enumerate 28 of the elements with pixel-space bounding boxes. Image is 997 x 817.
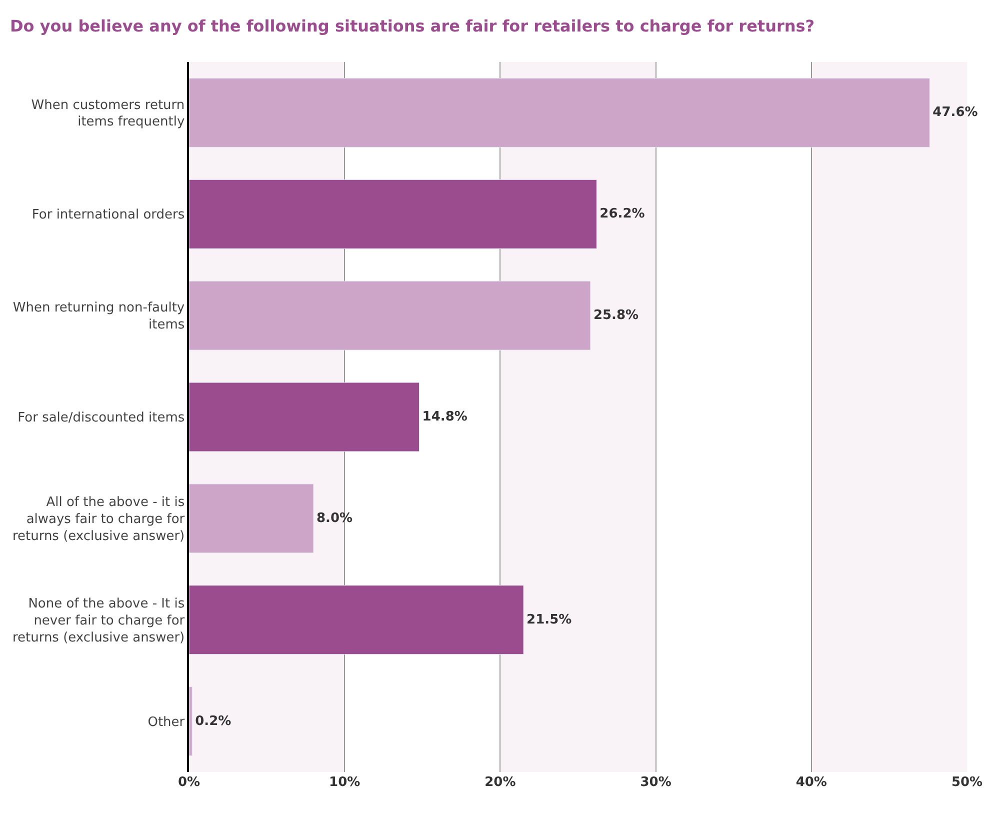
bar — [189, 484, 314, 554]
bar — [189, 686, 192, 756]
bar — [189, 280, 591, 350]
data-label: 0.2% — [195, 714, 232, 729]
bar — [189, 585, 524, 655]
y-tick-label: When returning non-faulty items — [12, 300, 185, 333]
x-tick-label: 10% — [329, 775, 360, 790]
chart-title: Do you believe any of the following situations are fair for retailers to charge for returns? — [10, 16, 815, 36]
data-label: 25.8% — [593, 308, 639, 324]
y-tick-label: For sale/discounted items — [18, 410, 185, 426]
data-label: 21.5% — [526, 612, 572, 628]
bar — [189, 382, 420, 452]
y-tick-label: When customers return items frequently — [31, 98, 185, 130]
y-tick-label: For international orders — [32, 208, 185, 223]
data-label: 8.0% — [316, 510, 353, 526]
x-tick-label: 40% — [796, 775, 827, 790]
x-tick-label: 50% — [951, 775, 983, 790]
bar — [189, 78, 930, 148]
data-label: 26.2% — [600, 206, 645, 222]
y-tick-label: All of the above - it is always fair to charge for returns (exclusive answer) — [12, 495, 186, 544]
x-tick-label: 0% — [178, 775, 200, 790]
bar — [189, 179, 597, 249]
data-label: 14.8% — [422, 410, 468, 424]
data-label: 47.6% — [932, 105, 978, 120]
x-tick-label: 30% — [640, 775, 672, 790]
y-tick-label: Other — [148, 714, 186, 730]
x-tick-label: 20% — [484, 775, 516, 790]
y-tick-label: None of the above - It is never fair to charge for returns (exclusive answer) — [12, 596, 186, 646]
